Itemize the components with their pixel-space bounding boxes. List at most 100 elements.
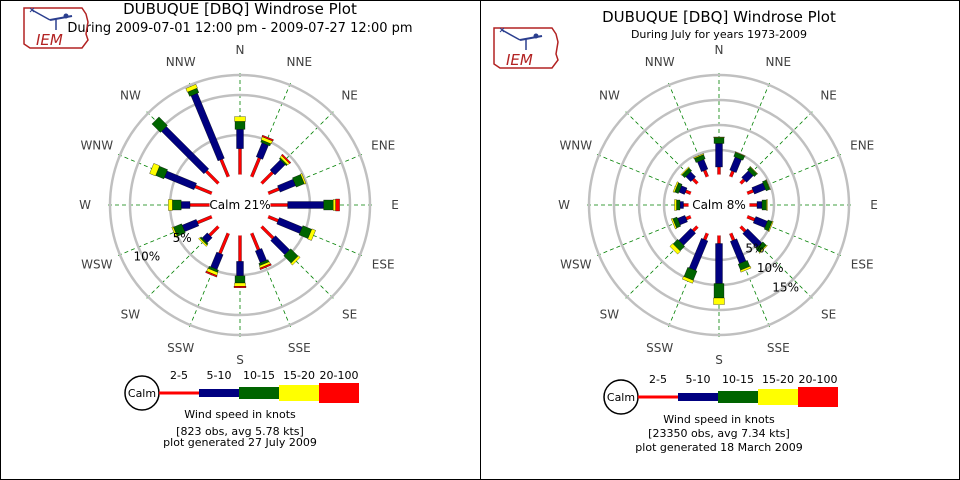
bar-W-15-20 xyxy=(168,199,173,211)
legend-bin-label-10-15: 10-15 xyxy=(243,369,275,382)
legend-bin-label-2-5: 2-5 xyxy=(649,373,667,386)
ring-label-10: 10% xyxy=(757,261,784,275)
legend-swatch-2-5 xyxy=(159,391,199,395)
bar-WNW-15-20 xyxy=(672,181,679,193)
direction-label-WSW: WSW xyxy=(560,257,591,271)
bar-NNE-20-100 xyxy=(261,134,274,142)
bar-E-10-15 xyxy=(761,199,767,211)
bar-SSW-2-5 xyxy=(218,231,231,255)
vane-line xyxy=(501,29,521,41)
vane-arm xyxy=(49,15,73,21)
bar-W-2-5 xyxy=(683,203,690,207)
ring-label-5: 5% xyxy=(173,231,192,245)
bar-ESE-2-5 xyxy=(745,214,756,222)
logo-text: IEM xyxy=(36,31,63,49)
direction-label-SSW: SSW xyxy=(167,341,194,355)
bar-N-5-10 xyxy=(236,129,244,149)
bar-ESE-15-20 xyxy=(307,228,316,241)
legend-bin-label-10-15: 10-15 xyxy=(722,373,754,386)
bar-WNW-2-5 xyxy=(194,184,214,196)
bar-S-2-5 xyxy=(238,234,242,262)
generated-date: plot generated 18 March 2009 xyxy=(635,441,802,454)
vane-line xyxy=(31,9,51,21)
direction-label-WNW: WNW xyxy=(80,139,113,153)
direction-label-ESE: ESE xyxy=(372,257,395,271)
bar-N-15-20 xyxy=(713,136,725,138)
calm-circle xyxy=(688,174,750,236)
direction-label-S: S xyxy=(236,353,244,367)
legend-swatch-15-20 xyxy=(279,385,319,401)
direction-label-WSW: WSW xyxy=(81,257,112,271)
vane-tip-icon xyxy=(499,27,505,33)
direction-label-NW: NW xyxy=(120,88,141,102)
obs-summary: [823 obs, avg 5.78 kts] xyxy=(176,425,304,438)
bar-S-10-15 xyxy=(234,275,246,284)
bar-WSW-15-20 xyxy=(670,218,677,230)
bar-E-10-15 xyxy=(323,199,334,211)
bar-SSE-2-5 xyxy=(249,231,261,251)
bar-S-15-20 xyxy=(234,282,246,287)
bar-WSW-2-5 xyxy=(196,214,214,225)
direction-label-NNE: NNE xyxy=(766,55,792,69)
ring-label-15: 15% xyxy=(772,281,799,295)
bar-E-15-20 xyxy=(333,199,336,211)
anemometer-icon xyxy=(63,13,69,19)
legend-swatch-20-100 xyxy=(798,387,838,407)
ring-15 xyxy=(612,98,826,312)
bar-S-20-100 xyxy=(233,286,247,288)
bar-SSE-15-20 xyxy=(739,265,752,273)
bar-ESE-2-5 xyxy=(266,214,279,223)
legend-calm-label: Calm xyxy=(607,391,635,404)
bar-NNE-5-10 xyxy=(256,142,269,160)
bar-ENE-5-10 xyxy=(277,179,296,193)
calm-label: Calm 8% xyxy=(692,198,746,212)
legend-swatch-10-15 xyxy=(239,387,279,399)
bar-ENE-15-20 xyxy=(300,173,307,185)
bar-N-2-5 xyxy=(717,166,721,176)
direction-label-NNW: NNW xyxy=(645,55,675,69)
bar-ENE-2-5 xyxy=(266,187,280,196)
vane-tip-icon xyxy=(29,7,35,13)
direction-label-E: E xyxy=(391,198,399,212)
anemometer-icon xyxy=(533,33,539,39)
bar-SW-15-20 xyxy=(669,243,681,255)
direction-label-SSE: SSE xyxy=(288,341,311,355)
direction-label-E: E xyxy=(870,198,878,212)
legend-bin-label-5-10: 5-10 xyxy=(207,369,232,382)
bar-E-5-10 xyxy=(287,201,324,209)
direction-label-SE: SE xyxy=(342,308,357,322)
legend-bin-label-20-100: 20-100 xyxy=(320,369,359,382)
legend-swatch-15-20 xyxy=(758,389,798,405)
bar-NNW-2-5 xyxy=(219,158,231,179)
bar-SSE-5-10 xyxy=(255,248,267,264)
ring-outer xyxy=(587,73,851,337)
bar-S-15-20 xyxy=(713,297,725,305)
bar-S-2-5 xyxy=(717,234,721,244)
bar-W-2-5 xyxy=(189,203,211,207)
bar-SW-2-5 xyxy=(208,224,221,237)
bar-S-10-15 xyxy=(713,283,725,299)
bar-W-15-20 xyxy=(674,199,677,211)
ring-10 xyxy=(128,93,352,317)
logo-text: IEM xyxy=(506,51,533,69)
bar-SSW-5-10 xyxy=(210,251,224,270)
direction-label-NE: NE xyxy=(820,88,837,102)
bar-E-2-5 xyxy=(269,203,288,207)
bar-N-10-15 xyxy=(234,121,246,130)
legend-swatch-2-5 xyxy=(638,395,678,399)
bar-E-5-10 xyxy=(756,201,763,209)
ring-outer xyxy=(108,73,372,337)
direction-label-S: S xyxy=(715,353,723,367)
bar-WNW-15-20 xyxy=(149,163,160,177)
direction-label-W: W xyxy=(79,198,91,212)
direction-label-ESE: ESE xyxy=(851,257,874,271)
bar-SSW-5-10 xyxy=(688,238,709,271)
bar-WNW-5-10 xyxy=(164,170,197,190)
bar-SE-2-5 xyxy=(259,224,275,240)
bar-SSE-5-10 xyxy=(730,238,747,264)
bar-ESE-15-20 xyxy=(767,220,774,232)
bar-ESE-5-10 xyxy=(276,217,303,234)
legend-swatch-10-15 xyxy=(718,391,758,403)
bar-E-15-20 xyxy=(766,199,768,211)
